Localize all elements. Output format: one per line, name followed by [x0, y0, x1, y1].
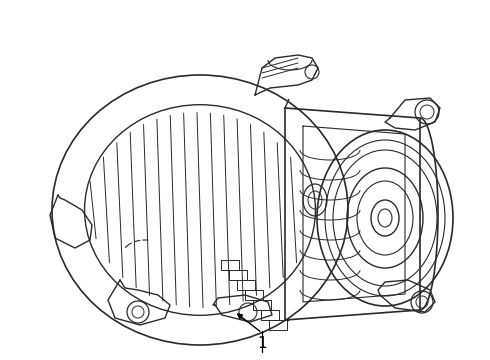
- Text: 1: 1: [257, 336, 267, 351]
